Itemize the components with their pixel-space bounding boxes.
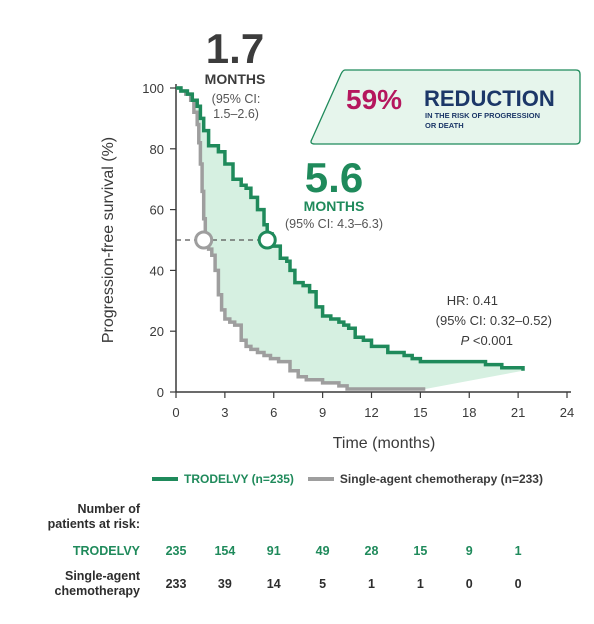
chart-legend: TRODELVY (n=235) Single-agent chemothera… bbox=[152, 472, 557, 486]
p-value-number: <0.001 bbox=[469, 333, 513, 348]
risk-value-trodelvy: 1 bbox=[514, 544, 522, 558]
x-tick-label: 9 bbox=[319, 405, 326, 420]
risk-value-chemotherapy: 5 bbox=[319, 577, 327, 591]
y-tick-label: 40 bbox=[150, 263, 164, 278]
risk-table-header: Number of patients at risk: bbox=[36, 502, 140, 532]
chemo-median-ci: (95% CI: bbox=[212, 92, 261, 106]
legend-label-trodelvy: TRODELVY (n=235) bbox=[184, 472, 294, 486]
x-tick-label: 3 bbox=[221, 405, 228, 420]
risk-value-chemotherapy: 1 bbox=[368, 577, 375, 591]
x-tick-label: 0 bbox=[172, 405, 179, 420]
x-tick-label: 18 bbox=[462, 405, 476, 420]
reduction-subtext-1: IN THE RISK OF PROGRESSION bbox=[425, 111, 540, 120]
risk-value-chemotherapy: 0 bbox=[465, 577, 473, 591]
legend-swatch-trodelvy bbox=[152, 477, 178, 481]
risk-row-label-trodelvy: TRODELVY bbox=[72, 544, 140, 558]
x-axis-title: Time (months) bbox=[333, 435, 436, 452]
chemo-median-ci-range: 1.5–2.6) bbox=[213, 107, 259, 121]
x-tick-label: 21 bbox=[511, 405, 525, 420]
legend-label-chemotherapy: Single-agent chemotherapy (n=233) bbox=[339, 472, 543, 486]
risk-value-trodelvy: 28 bbox=[364, 544, 379, 558]
risk-value-trodelvy: 235 bbox=[165, 544, 187, 558]
reduction-subtext-2: OR DEATH bbox=[425, 121, 464, 130]
risk-value-chemotherapy: 233 bbox=[165, 577, 187, 591]
risk-header-line1: Number of bbox=[77, 502, 141, 516]
p-value: P <0.001 bbox=[461, 333, 513, 348]
benefit-area bbox=[176, 88, 523, 389]
y-tick-label: 0 bbox=[157, 385, 164, 400]
x-tick-label: 6 bbox=[270, 405, 277, 420]
reduction-percent: 59% bbox=[346, 84, 402, 115]
x-tick-label: 12 bbox=[364, 405, 378, 420]
risk-value-chemotherapy: 1 bbox=[416, 577, 424, 591]
y-tick-label: 80 bbox=[150, 142, 164, 157]
y-tick-label: 100 bbox=[142, 81, 164, 96]
risk-value-chemotherapy: 39 bbox=[217, 577, 232, 591]
x-axis-ticks: 0 3 6 9 12 15 18 21 24 bbox=[172, 392, 574, 420]
x-tick-label: 24 bbox=[560, 405, 574, 420]
trodelvy-median-marker bbox=[257, 230, 277, 250]
risk-value-trodelvy: 9 bbox=[465, 544, 473, 558]
risk-header-line2: patients at risk: bbox=[47, 517, 140, 531]
risk-row-label-chemotherapy: Single-agent chemotherapy bbox=[20, 569, 140, 599]
series-line-trodelvy bbox=[176, 86, 525, 371]
risk-value-trodelvy: 91 bbox=[266, 544, 281, 558]
legend-swatch-chemotherapy bbox=[307, 477, 334, 481]
risk-value-chemotherapy: 14 bbox=[266, 577, 281, 591]
y-axis-ticks: 0 20 40 60 80 100 bbox=[142, 81, 176, 400]
chemo-median-marker bbox=[194, 230, 214, 250]
trodelvy-median-ci: (95% CI: 4.3–6.3) bbox=[285, 217, 383, 231]
y-axis-title: Progression-free survival (%) bbox=[100, 137, 117, 343]
y-tick-label: 20 bbox=[150, 324, 164, 339]
reduction-label: REDUCTION bbox=[424, 86, 555, 111]
hr-value: HR: 0.41 bbox=[447, 293, 498, 308]
trodelvy-median-value: 5.6 bbox=[305, 154, 363, 201]
risk-value-trodelvy: 49 bbox=[315, 544, 330, 558]
p-value-symbol: P bbox=[461, 333, 470, 348]
risk-value-trodelvy: 154 bbox=[214, 544, 236, 558]
chemo-median-unit: MONTHS bbox=[205, 71, 266, 87]
risk-row-label-chemo-line2: chemotherapy bbox=[54, 584, 140, 598]
risk-row-label-chemo-line1: Single-agent bbox=[64, 569, 140, 583]
chemo-median-value: 1.7 bbox=[206, 25, 264, 72]
risk-value-trodelvy: 15 bbox=[413, 544, 428, 558]
hr-ci: (95% CI: 0.32–0.52) bbox=[436, 313, 552, 328]
risk-value-chemotherapy: 0 bbox=[514, 577, 522, 591]
x-tick-label: 15 bbox=[413, 405, 427, 420]
series-line-chemotherapy bbox=[176, 86, 426, 391]
y-tick-label: 60 bbox=[150, 203, 164, 218]
trodelvy-median-unit: MONTHS bbox=[304, 198, 365, 214]
reduction-badge bbox=[310, 69, 581, 145]
